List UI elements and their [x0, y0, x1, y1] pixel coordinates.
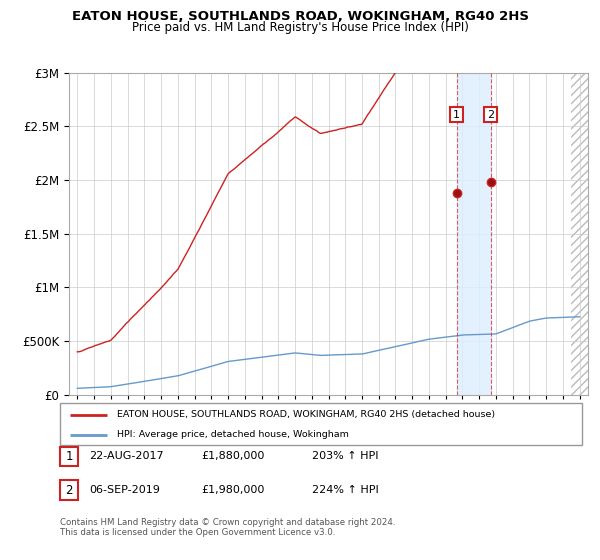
Text: Price paid vs. HM Land Registry's House Price Index (HPI): Price paid vs. HM Land Registry's House … — [131, 21, 469, 34]
FancyBboxPatch shape — [60, 403, 582, 445]
Text: EATON HOUSE, SOUTHLANDS ROAD, WOKINGHAM, RG40 2HS (detached house): EATON HOUSE, SOUTHLANDS ROAD, WOKINGHAM,… — [118, 410, 496, 419]
Bar — [571, 73, 588, 395]
Text: 203% ↑ HPI: 203% ↑ HPI — [312, 451, 379, 461]
Text: 2: 2 — [487, 110, 494, 120]
Text: £1,980,000: £1,980,000 — [201, 485, 265, 495]
Text: Contains HM Land Registry data © Crown copyright and database right 2024.
This d: Contains HM Land Registry data © Crown c… — [60, 518, 395, 538]
Text: 06-SEP-2019: 06-SEP-2019 — [89, 485, 160, 495]
Text: HPI: Average price, detached house, Wokingham: HPI: Average price, detached house, Woki… — [118, 430, 349, 439]
Bar — [457, 73, 491, 395]
Text: 1: 1 — [65, 450, 73, 463]
Text: 2: 2 — [65, 483, 73, 497]
Text: 224% ↑ HPI: 224% ↑ HPI — [312, 485, 379, 495]
Text: 1: 1 — [453, 110, 460, 120]
Text: 22-AUG-2017: 22-AUG-2017 — [89, 451, 163, 461]
Text: EATON HOUSE, SOUTHLANDS ROAD, WOKINGHAM, RG40 2HS: EATON HOUSE, SOUTHLANDS ROAD, WOKINGHAM,… — [71, 10, 529, 22]
Text: £1,880,000: £1,880,000 — [201, 451, 265, 461]
